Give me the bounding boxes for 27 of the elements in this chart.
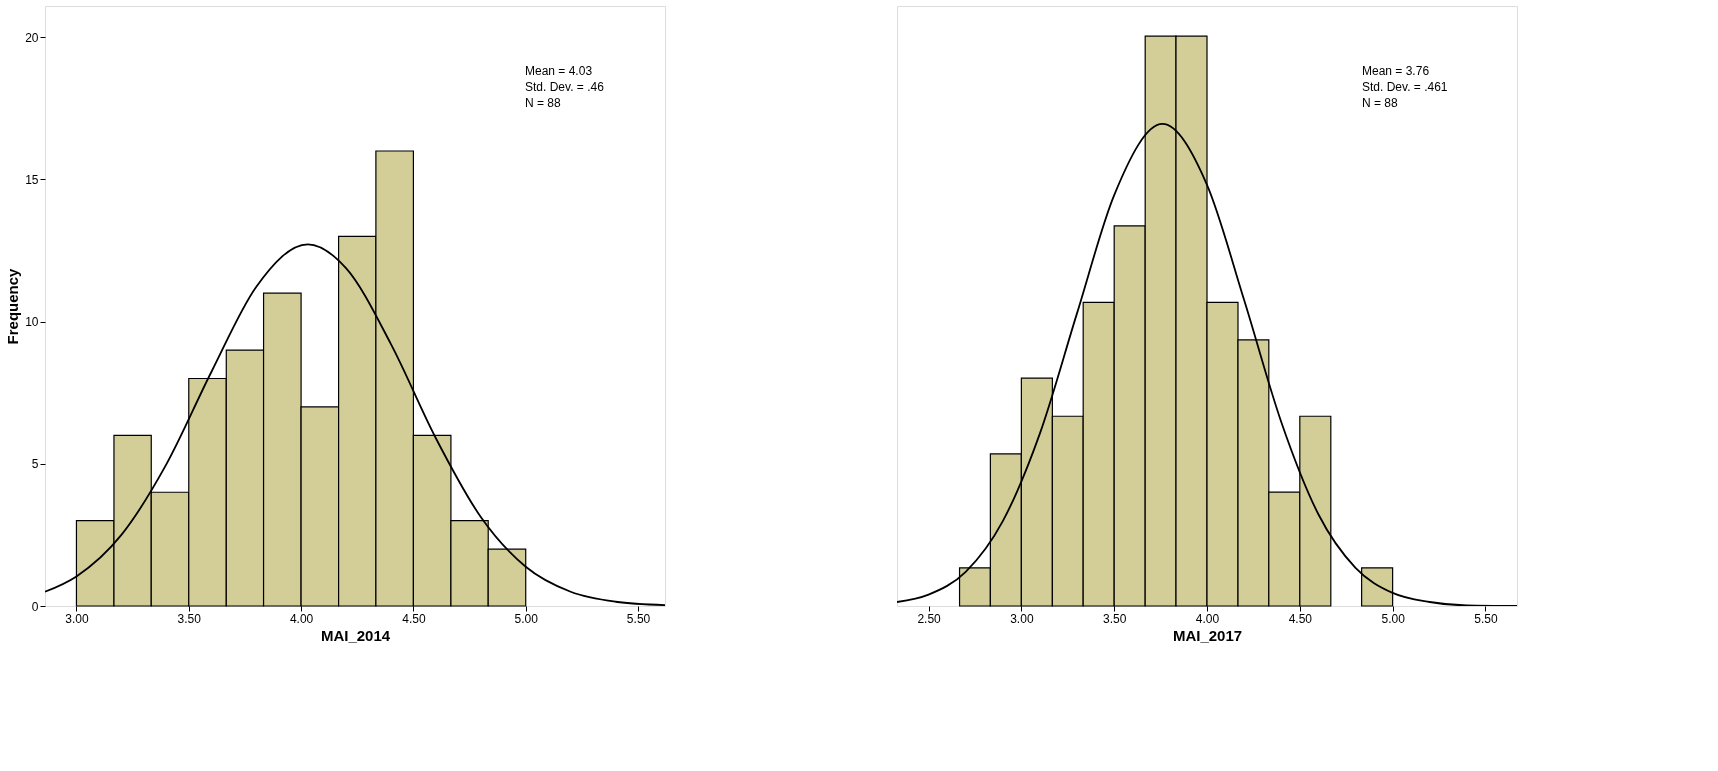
x-tick-label: 5.00 [514, 611, 539, 626]
x-tick-label: 3.50 [1103, 611, 1127, 626]
x-tick-label: 4.00 [289, 611, 314, 626]
x-axis-title: MAI_2017 [1172, 626, 1243, 644]
x-tick-label: 3.50 [177, 611, 202, 626]
x-tick-label: 2.50 [917, 611, 942, 626]
x-tick-label: 3.00 [1010, 611, 1034, 626]
annotation: N = 88 [1362, 96, 1399, 110]
x-tick-label: 5.50 [1474, 611, 1498, 626]
annotation: Mean = 4.03 [525, 64, 593, 78]
x-tick-label: 4.50 [1288, 611, 1313, 626]
x-tick-label: 4.00 [1195, 611, 1220, 626]
y-tick-label: 10 [25, 315, 39, 330]
y-tick-label: 5 [31, 457, 39, 472]
x-tick-label: 4.50 [402, 611, 426, 626]
annotation: Mean = 3.76 [1362, 64, 1430, 78]
x-tick-label: 5.00 [1381, 611, 1406, 626]
y-tick-label: 15 [25, 172, 39, 187]
x-tick-label: 3.00 [65, 611, 89, 626]
annotation: Std. Dev. = .461 [1362, 80, 1448, 94]
x-tick-label: 5.50 [626, 611, 651, 626]
y-tick-label: 0 [31, 599, 39, 614]
y-tick-label: 20 [25, 30, 39, 45]
x-axis-title: MAI_2014 [320, 626, 391, 644]
annotation: N = 88 [525, 96, 562, 110]
annotation: Std. Dev. = .46 [525, 80, 605, 94]
y-axis-title: Frequency [4, 267, 22, 345]
